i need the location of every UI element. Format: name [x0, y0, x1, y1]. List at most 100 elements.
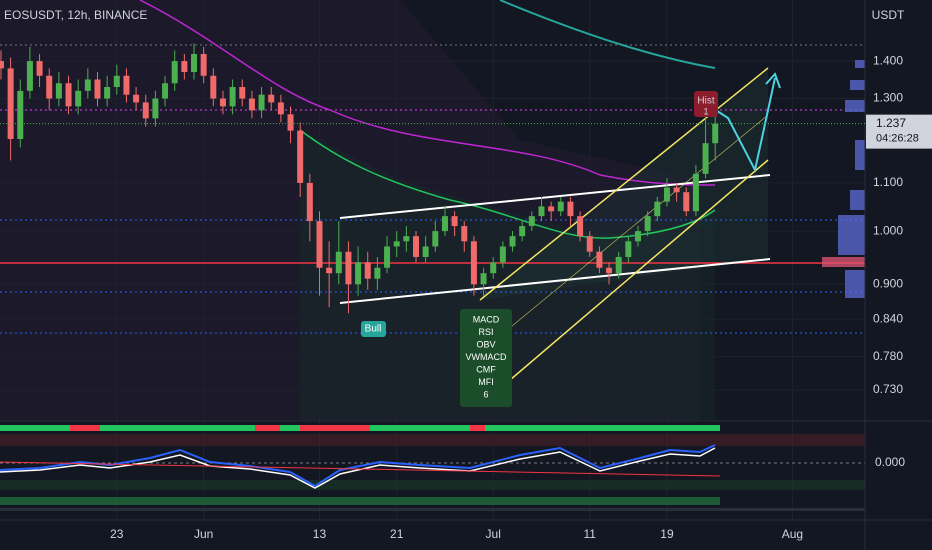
candle-body — [538, 206, 545, 217]
candle-body — [162, 83, 169, 99]
osc-line — [0, 444, 716, 488]
candle-body — [528, 216, 535, 227]
candle-body — [470, 241, 477, 285]
ma-short — [299, 129, 716, 239]
candle-body — [297, 130, 304, 183]
candle-body — [596, 251, 603, 268]
last-price-tag — [866, 114, 932, 149]
candle-body — [152, 98, 159, 119]
candle-body — [355, 262, 362, 285]
rising-channel-top — [479, 67, 769, 301]
divergence-item: 6 — [483, 389, 488, 399]
candle-body — [258, 94, 265, 111]
osc-band — [0, 480, 865, 490]
candle-body — [181, 61, 188, 73]
osc-band — [0, 434, 865, 446]
price-unit: USDT — [872, 8, 905, 22]
divergence-item: RSI — [478, 327, 493, 337]
candle-body — [692, 173, 699, 212]
candle-body — [577, 216, 584, 237]
candle-body — [94, 79, 101, 99]
candle-body — [0, 61, 4, 69]
candle-body — [635, 231, 642, 242]
osc-line — [0, 447, 716, 489]
candle-body — [287, 114, 294, 131]
candle-body — [277, 102, 284, 115]
profile-bar — [845, 100, 865, 112]
candle-body — [219, 98, 226, 107]
candle-body — [422, 246, 429, 257]
x-tick-label: 23 — [110, 527, 124, 541]
candle-body — [644, 216, 651, 232]
y-tick-label: 1.400 — [873, 53, 903, 67]
bull-badge — [361, 321, 386, 337]
channel-bottom — [339, 258, 771, 304]
x-tick-label: Jul — [486, 527, 501, 541]
candle-body — [210, 75, 217, 99]
ma-long — [499, 0, 716, 69]
divergence-item: VWMACD — [466, 352, 507, 362]
arrow-head — [765, 72, 781, 89]
candle-body — [26, 61, 33, 91]
candle-body — [712, 123, 719, 144]
candle-body — [615, 256, 622, 274]
divergence-item: CMF — [476, 364, 496, 374]
signal-strip — [470, 425, 485, 431]
y-tick-label: 1.300 — [873, 91, 903, 105]
profile-bar — [838, 215, 865, 255]
candle-body — [171, 61, 178, 84]
candle-body — [306, 182, 313, 222]
candle-body — [335, 251, 342, 274]
candle-body — [345, 251, 352, 285]
candle-body — [499, 246, 506, 263]
candle-body — [65, 83, 72, 107]
candle-body — [316, 221, 323, 268]
candle-body — [480, 273, 487, 285]
candle-body — [229, 87, 236, 107]
candle-body — [702, 143, 709, 174]
signal-strip — [300, 425, 370, 431]
candle-body — [123, 75, 130, 95]
x-tick-label: 11 — [584, 527, 597, 541]
candle-body — [17, 90, 24, 139]
candle-body — [268, 94, 275, 103]
profile-bar — [850, 80, 865, 90]
rising-channel-mid — [494, 114, 769, 341]
candle-body — [683, 192, 690, 212]
chart-header: EOSUSDT, 12h, BINANCE — [4, 8, 147, 22]
ma-mid — [139, 0, 716, 186]
candle-body — [104, 87, 111, 99]
candle-body — [384, 246, 391, 268]
candle-body — [46, 75, 53, 99]
candle-body — [654, 201, 661, 217]
signal-strip — [70, 425, 100, 431]
candle-body — [142, 102, 149, 119]
rising-channel-bottom — [509, 159, 769, 381]
x-tick-label: Aug — [782, 527, 803, 541]
hist-count: 1 — [703, 106, 708, 116]
candle-body — [461, 226, 468, 242]
candle-body — [239, 87, 246, 99]
candle-body — [519, 226, 526, 237]
y-tick-label: 0.730 — [873, 382, 903, 396]
profile-bar — [855, 60, 865, 68]
candle-body — [625, 241, 632, 257]
divergence-item: MFI — [478, 377, 494, 387]
x-tick-label: 21 — [390, 527, 404, 541]
candle-body — [432, 231, 439, 247]
divergence-box — [460, 309, 512, 407]
candle-body — [451, 216, 458, 227]
pane-separator — [0, 508, 865, 511]
divergence-list: MACD RSI OBV VWMACD CMF MFI 6 — [466, 314, 507, 399]
profile-bar — [845, 270, 865, 298]
signal-strip — [255, 425, 280, 431]
y-tick-label: 0.780 — [873, 349, 903, 363]
candle-body — [606, 267, 613, 274]
candle-body — [413, 236, 420, 257]
candle-body — [191, 53, 198, 73]
candle-body — [393, 241, 400, 247]
profile-bar — [822, 257, 865, 267]
candle-body — [509, 236, 516, 247]
